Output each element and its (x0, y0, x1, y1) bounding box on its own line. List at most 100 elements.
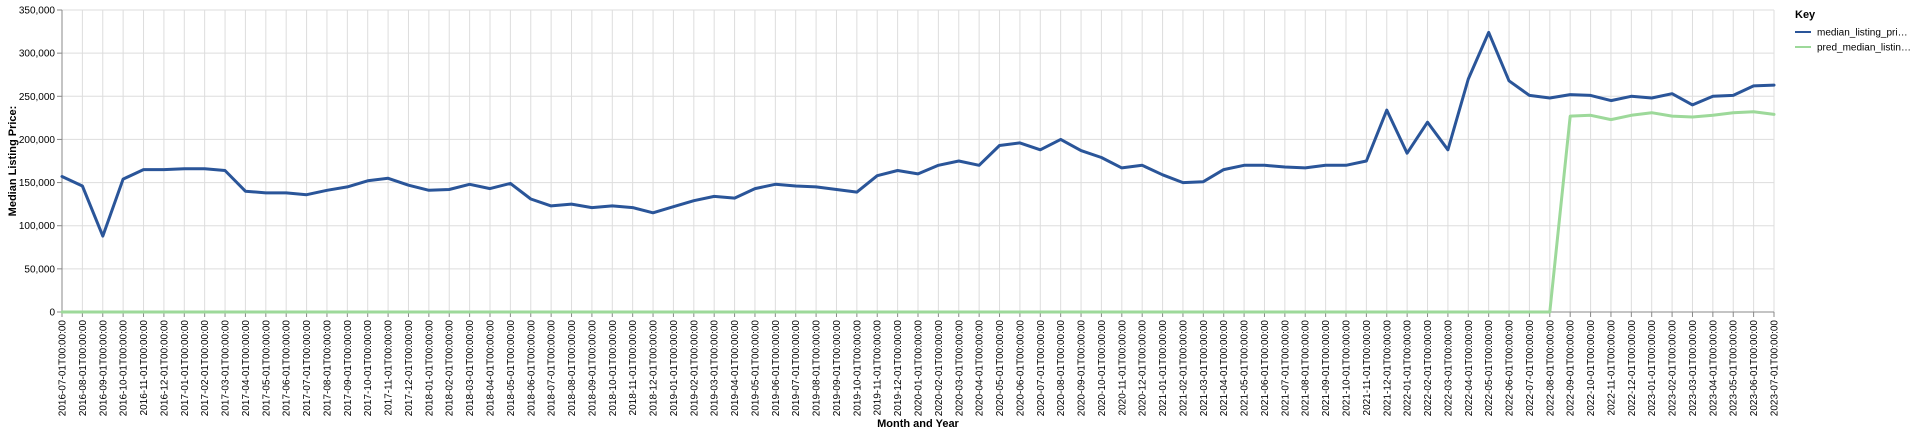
x-tick-label: 2020-10-01T00:00:00 (1097, 320, 1108, 417)
series-line-0 (60, 30, 1776, 238)
legend: Key median_listing_pri… pred_median_listi… (1795, 9, 1911, 54)
x-tick-label: 2021-08-01T00:00:00 (1301, 320, 1312, 417)
x-tick-label: 2020-11-01T00:00:00 (1117, 320, 1128, 416)
y-tick-label: 0 (49, 308, 55, 319)
x-tick-label: 2017-09-01T00:00:00 (343, 320, 354, 417)
x-tick-label: 2017-12-01T00:00:00 (404, 320, 415, 417)
x-tick-label: 2021-04-01T00:00:00 (1219, 320, 1230, 417)
x-tick-label: 2017-02-01T00:00:00 (200, 320, 211, 417)
x-tick-label: 2023-03-01T00:00:00 (1688, 320, 1699, 417)
x-tick-label: 2019-07-01T00:00:00 (791, 320, 802, 417)
legend-title: Key (1795, 9, 1816, 21)
x-tick-label: 2018-07-01T00:00:00 (547, 320, 558, 417)
y-tick-label: 250,000 (19, 92, 56, 103)
x-tick-label: 2020-08-01T00:00:00 (1056, 320, 1067, 417)
x-tick-label: 2017-04-01T00:00:00 (241, 320, 252, 417)
x-tick-label: 2022-03-01T00:00:00 (1443, 320, 1454, 417)
x-tick-label: 2017-11-01T00:00:00 (384, 320, 395, 416)
series-line-1 (60, 110, 1776, 314)
x-tick-label: 2022-09-01T00:00:00 (1566, 320, 1577, 417)
x-tick-label: 2022-05-01T00:00:00 (1484, 320, 1495, 417)
x-tick-label: 2016-10-01T00:00:00 (119, 320, 130, 417)
series-lines (60, 30, 1776, 314)
x-tick-label: 2022-06-01T00:00:00 (1505, 320, 1516, 417)
x-tick-label: 2023-02-01T00:00:00 (1668, 320, 1679, 417)
x-tick-label: 2021-03-01T00:00:00 (1199, 320, 1210, 417)
x-tick-label: 2021-05-01T00:00:00 (1240, 320, 1251, 417)
x-tick-label: 2022-12-01T00:00:00 (1627, 320, 1638, 417)
x-tick-label: 2021-09-01T00:00:00 (1321, 320, 1332, 417)
x-tick-label: 2021-06-01T00:00:00 (1260, 320, 1271, 417)
x-tick-label: 2021-02-01T00:00:00 (1178, 320, 1189, 417)
x-tick-label: 2018-12-01T00:00:00 (649, 320, 660, 417)
legend-label: pred_median_listin… (1817, 43, 1911, 54)
x-tick-label: 2023-05-01T00:00:00 (1729, 320, 1740, 417)
x-tick-label: 2023-04-01T00:00:00 (1708, 320, 1719, 417)
x-tick-label: 2020-12-01T00:00:00 (1138, 320, 1149, 417)
x-tick-label: 2020-02-01T00:00:00 (934, 320, 945, 417)
x-tick-label: 2018-09-01T00:00:00 (587, 320, 598, 417)
x-tick-label: 2017-07-01T00:00:00 (302, 320, 313, 417)
x-tick-label: 2019-04-01T00:00:00 (730, 320, 741, 417)
y-axis-ticks: 0 50,000 100,000 150,000 200,000 250,000 300,0… (19, 6, 62, 319)
x-tick-label: 2019-03-01T00:00:00 (710, 320, 721, 417)
x-tick-label: 2017-08-01T00:00:00 (322, 320, 333, 417)
x-tick-label: 2021-07-01T00:00:00 (1280, 320, 1291, 417)
y-tick-label: 350,000 (19, 6, 56, 17)
x-tick-label: 2019-09-01T00:00:00 (832, 320, 843, 417)
y-tick-label: 100,000 (19, 221, 56, 232)
x-tick-label: 2021-10-01T00:00:00 (1342, 320, 1353, 417)
x-tick-label: 2020-07-01T00:00:00 (1036, 320, 1047, 417)
x-tick-label: 2020-01-01T00:00:00 (914, 320, 925, 417)
y-axis-title: Median Listing Price: (7, 106, 19, 217)
grid-lines (61, 9, 1775, 313)
x-tick-label: 2019-05-01T00:00:00 (750, 320, 761, 417)
x-tick-label: 2018-02-01T00:00:00 (445, 320, 456, 417)
x-tick-label: 2019-10-01T00:00:00 (852, 320, 863, 417)
x-tick-label: 2016-08-01T00:00:00 (78, 320, 89, 417)
x-tick-label: 2018-03-01T00:00:00 (465, 320, 476, 417)
x-tick-label: 2021-12-01T00:00:00 (1382, 320, 1393, 417)
x-tick-label: 2023-01-01T00:00:00 (1647, 320, 1658, 417)
x-tick-label: 2020-06-01T00:00:00 (1015, 320, 1026, 417)
x-tick-label: 2016-11-01T00:00:00 (139, 320, 150, 416)
x-tick-label: 2019-12-01T00:00:00 (893, 320, 904, 417)
x-tick-label: 2019-06-01T00:00:00 (771, 320, 782, 417)
x-axis-title: Month and Year (877, 418, 959, 430)
x-tick-label: 2018-06-01T00:00:00 (526, 320, 537, 417)
x-axis-ticks: 2016-07-01T00:00:00 2016-08-01T00:00:00 20… (58, 312, 1781, 416)
x-tick-label: 2023-07-01T00:00:00 (1770, 320, 1781, 417)
x-tick-label: 2020-05-01T00:00:00 (995, 320, 1006, 417)
x-tick-label: 2018-01-01T00:00:00 (424, 320, 435, 417)
x-tick-label: 2018-10-01T00:00:00 (608, 320, 619, 417)
x-tick-label: 2019-11-01T00:00:00 (873, 320, 884, 416)
x-tick-label: 2020-04-01T00:00:00 (975, 320, 986, 417)
x-tick-label: 2020-09-01T00:00:00 (1077, 320, 1088, 417)
x-tick-label: 2019-02-01T00:00:00 (689, 320, 700, 417)
y-tick-label: 200,000 (19, 135, 56, 146)
x-tick-label: 2018-04-01T00:00:00 (486, 320, 497, 417)
x-tick-label: 2021-01-01T00:00:00 (1158, 320, 1169, 417)
x-tick-label: 2022-01-01T00:00:00 (1403, 320, 1414, 417)
x-tick-label: 2019-08-01T00:00:00 (812, 320, 823, 417)
x-tick-label: 2017-03-01T00:00:00 (221, 320, 232, 417)
x-tick-label: 2019-01-01T00:00:00 (669, 320, 680, 417)
x-tick-label: 2018-05-01T00:00:00 (506, 320, 517, 417)
x-tick-label: 2022-08-01T00:00:00 (1545, 320, 1556, 417)
x-tick-label: 2016-12-01T00:00:00 (159, 320, 170, 417)
x-tick-label: 2022-07-01T00:00:00 (1525, 320, 1536, 417)
x-tick-label: 2022-10-01T00:00:00 (1586, 320, 1597, 417)
x-tick-label: 2016-09-01T00:00:00 (98, 320, 109, 417)
legend-label: median_listing_pri… (1817, 28, 1908, 39)
y-tick-label: 300,000 (19, 49, 56, 60)
x-tick-label: 2017-06-01T00:00:00 (282, 320, 293, 417)
x-tick-label: 2022-11-01T00:00:00 (1606, 320, 1617, 416)
x-tick-label: 2018-11-01T00:00:00 (628, 320, 639, 416)
x-tick-label: 2017-10-01T00:00:00 (363, 320, 374, 417)
x-tick-label: 2022-02-01T00:00:00 (1423, 320, 1434, 417)
x-tick-label: 2017-01-01T00:00:00 (180, 320, 191, 417)
x-tick-label: 2023-06-01T00:00:00 (1749, 320, 1760, 417)
x-tick-label: 2016-07-01T00:00:00 (58, 320, 69, 417)
x-tick-label: 2022-04-01T00:00:00 (1464, 320, 1475, 417)
